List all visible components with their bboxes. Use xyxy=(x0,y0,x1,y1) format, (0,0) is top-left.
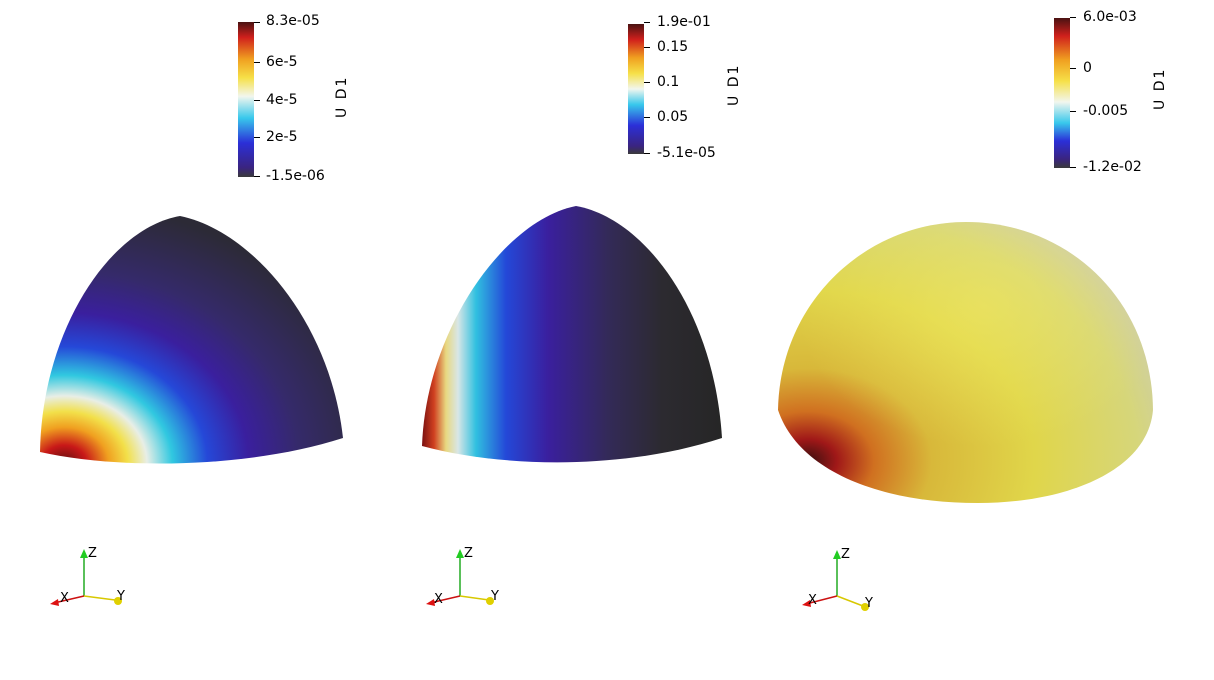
colorbar-2-label-2: 0.15 xyxy=(657,39,689,55)
colorbar-3-label-min: -1.2e-02 xyxy=(1083,159,1142,175)
axes-triad-1: Z X Y xyxy=(50,546,125,606)
colorbar-1-label-max: 8.3e-05 xyxy=(266,13,320,29)
colorbar-1-label-4: 2e-5 xyxy=(266,129,298,145)
surface-plot-1: Z X Y xyxy=(40,216,343,606)
axis-label-y-1: Y xyxy=(116,589,125,604)
colorbar-1-label-min: -1.5e-06 xyxy=(266,168,325,184)
colorbar-2-label-3: 0.1 xyxy=(657,74,680,90)
axes-triad-3: Z X Y xyxy=(802,547,873,611)
colorbar-3-label-3: -0.005 xyxy=(1083,103,1129,119)
axis-label-z-3: Z xyxy=(841,547,850,562)
axis-label-x-3: X xyxy=(808,593,817,608)
colorbar-3-label-2: 0 xyxy=(1083,60,1092,76)
quarter-dome-shape-2 xyxy=(422,206,722,463)
colorbar-2 xyxy=(628,24,644,154)
axes-triad-2: Z X Y xyxy=(426,546,499,607)
axis-label-x-2: X xyxy=(434,592,443,607)
colorbar-2-label-4: 0.05 xyxy=(657,109,689,125)
axis-label-z-1: Z xyxy=(88,546,97,561)
viewport-panel-2[interactable]: 1.9e-01 0.15 0.1 0.05 -5.1e-05 U D1 xyxy=(404,0,808,680)
colorbar-3-label-max: 6.0e-03 xyxy=(1083,9,1137,25)
colorbar-2-label-min: -5.1e-05 xyxy=(657,145,716,161)
surface-plot-2: Z X Y xyxy=(422,206,722,607)
surface-plot-3: Z X Y xyxy=(778,222,1153,611)
quarter-dome-shape-1 xyxy=(40,216,343,464)
colorbar-1-label-3: 4e-5 xyxy=(266,92,298,108)
colorbar-1-label-2: 6e-5 xyxy=(266,54,298,70)
colorbar-3 xyxy=(1054,18,1070,168)
axis-label-z-2: Z xyxy=(464,546,473,561)
viewport-panel-1[interactable]: 8.3e-05 6e-5 4e-5 2e-5 -1.5e-06 U D1 xyxy=(0,0,404,680)
colorbar-2-label-max: 1.9e-01 xyxy=(657,14,711,30)
axis-label-x-1: X xyxy=(60,591,69,606)
viewport-panel-3[interactable]: 6.0e-03 0 -0.005 -1.2e-02 U D1 xyxy=(778,0,1214,680)
axis-label-y-3: Y xyxy=(864,596,873,611)
colorbar-1 xyxy=(238,22,254,177)
axis-label-y-2: Y xyxy=(490,589,499,604)
